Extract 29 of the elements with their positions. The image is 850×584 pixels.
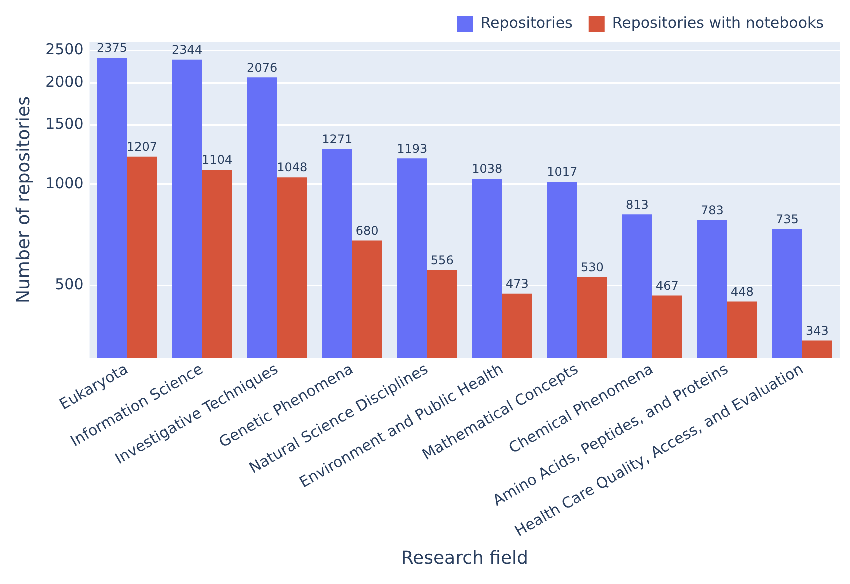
data-label: 1038: [472, 162, 503, 176]
data-label: 2076: [247, 60, 278, 75]
y-tick-label: 2500: [46, 40, 84, 58]
y-tick-label: 2000: [46, 73, 84, 92]
y-tick-label: 500: [55, 276, 84, 294]
data-label: 1017: [547, 165, 578, 180]
data-label: 556: [430, 253, 454, 268]
data-label: 473: [506, 276, 529, 291]
data-label: 448: [731, 284, 754, 299]
data-label: 467: [656, 278, 679, 293]
y-tick-label: 1000: [46, 174, 84, 192]
data-label: 680: [356, 224, 379, 238]
data-label: 1193: [397, 142, 428, 156]
data-label: 783: [701, 203, 724, 218]
data-label: 1104: [202, 153, 233, 168]
data-label: 2344: [172, 43, 203, 58]
data-label: 1207: [127, 140, 158, 154]
y-axis-title: Number of repositories: [13, 96, 34, 304]
data-label: 813: [626, 198, 649, 212]
data-label: 2375: [97, 41, 128, 56]
data-label: 735: [776, 212, 799, 227]
legend-label: Repositories: [480, 14, 574, 32]
data-label: 530: [580, 260, 604, 274]
legend-label: Repositories with notebooks: [612, 14, 824, 32]
data-label: 343: [806, 324, 829, 338]
x-axis-title: Research field: [401, 548, 528, 569]
data-label: 1048: [277, 160, 308, 175]
y-tick-label: 1500: [46, 115, 84, 134]
data-label: 1271: [322, 132, 353, 147]
